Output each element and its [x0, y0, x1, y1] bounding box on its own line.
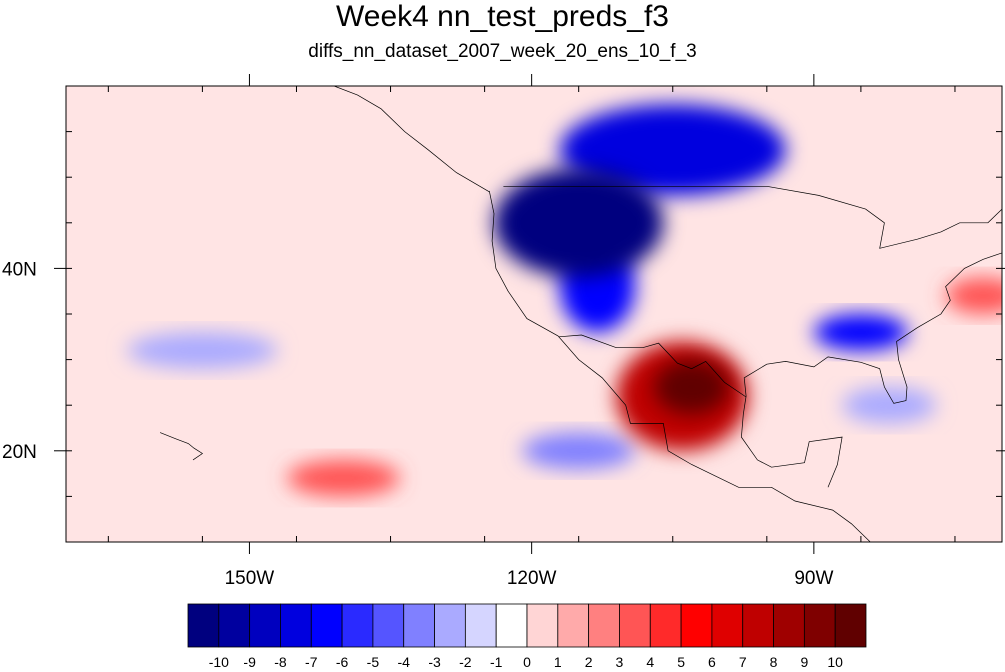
- colorbar-label: -6: [336, 654, 349, 670]
- colorbar-label: 8: [770, 654, 778, 670]
- colorbar-swatch: [495, 603, 528, 648]
- colorbar-label: 3: [616, 654, 624, 670]
- colorbar-swatch: [341, 603, 374, 648]
- us-mexico-border: [558, 334, 747, 398]
- colorbar-label: -2: [459, 654, 472, 670]
- colorbar-label: 0: [523, 654, 531, 670]
- colorbar-swatch: [557, 603, 590, 648]
- colorbar-label: 5: [677, 654, 685, 670]
- anomaly-region-canada-cold: [559, 104, 786, 196]
- colorbar-swatch: [588, 603, 620, 648]
- colorbar-label: -4: [398, 654, 411, 670]
- colorbar-label: 2: [585, 654, 593, 670]
- anomaly-region-western-us-cold-core: [494, 168, 664, 278]
- gulf-atlantic-coastline: [743, 252, 1002, 404]
- lat-tick-label: 40N: [2, 259, 37, 280]
- plot-title: Week4 nn_test_preds_f3: [335, 0, 669, 33]
- coastline-outline: [159, 86, 1002, 542]
- colorbar-label: 6: [708, 654, 716, 670]
- colorbar-swatch: [280, 603, 312, 648]
- colorbar-label: 10: [827, 654, 843, 670]
- colorbar-swatch: [526, 603, 559, 648]
- colorbar-swatch: [187, 603, 220, 648]
- colorbar-label: 4: [646, 654, 654, 670]
- anomaly-field: [127, 104, 1002, 497]
- colorbar-label: 1: [554, 654, 562, 670]
- anomaly-region-gulf-cool: [842, 386, 937, 424]
- colorbar-swatch: [803, 603, 836, 648]
- axis-ticks: 150W 120W 90W 40N 20N: [2, 74, 1005, 589]
- lon-tick-label: 120W: [507, 568, 557, 589]
- colorbar-swatch: [619, 603, 651, 648]
- lon-tick-label: 90W: [794, 568, 833, 589]
- colorbar-swatch: [310, 603, 343, 648]
- colorbar: -10 -9 -8 -7 -6 -5 -4 -3 -2 -1 0 1 2 3 4 5 6 7 8 9 10: [187, 603, 867, 670]
- colorbar-swatch: [711, 603, 744, 648]
- colorbar-swatch: [249, 603, 281, 648]
- colorbar-swatch: [403, 603, 435, 648]
- anomaly-region-mexico-warm-core: [653, 359, 730, 415]
- anomaly-region-eastern-pacific-cool: [522, 432, 636, 470]
- colorbar-swatch: [649, 603, 682, 648]
- map-background: [66, 86, 1002, 542]
- lon-tick-label: 150W: [225, 568, 275, 589]
- colorbar-swatch: [742, 603, 774, 648]
- colorbar-swatch: [434, 603, 466, 648]
- colorbar-label: -7: [305, 654, 318, 670]
- colorbar-label: 7: [739, 654, 747, 670]
- colorbar-label: -5: [367, 654, 380, 670]
- anomaly-region-pacific-cool: [127, 332, 278, 369]
- anomaly-region-southeast-us-cold: [813, 314, 908, 351]
- colorbar-label: -8: [274, 654, 287, 670]
- colorbar-swatch: [834, 603, 867, 648]
- colorbar-label: -3: [428, 654, 441, 670]
- colorbar-swatch: [218, 603, 251, 648]
- colorbar-label: -1: [490, 654, 503, 670]
- hawaii-islands: [159, 432, 204, 461]
- colorbar-label: 9: [800, 654, 808, 670]
- colorbar-swatch: [680, 603, 713, 648]
- colorbar-label: -10: [209, 654, 229, 670]
- canada-alaska-coastline: [333, 86, 490, 193]
- lat-tick-label: 20N: [2, 442, 37, 463]
- plot-subtitle: diffs_nn_dataset_2007_week_20_ens_10_f_3: [308, 41, 697, 62]
- colorbar-swatch: [372, 603, 405, 648]
- colorbar-swatch: [464, 603, 497, 648]
- us-canada-border: [503, 185, 1002, 249]
- mexico-gulf-coastline: [741, 396, 843, 488]
- colorbar-swatch: [773, 603, 805, 648]
- anomaly-region-pacific-warm: [287, 459, 400, 497]
- colorbar-label: -9: [243, 654, 256, 670]
- anomaly-region-atlantic-warm: [945, 277, 1002, 314]
- pacific-coastline: [488, 190, 871, 542]
